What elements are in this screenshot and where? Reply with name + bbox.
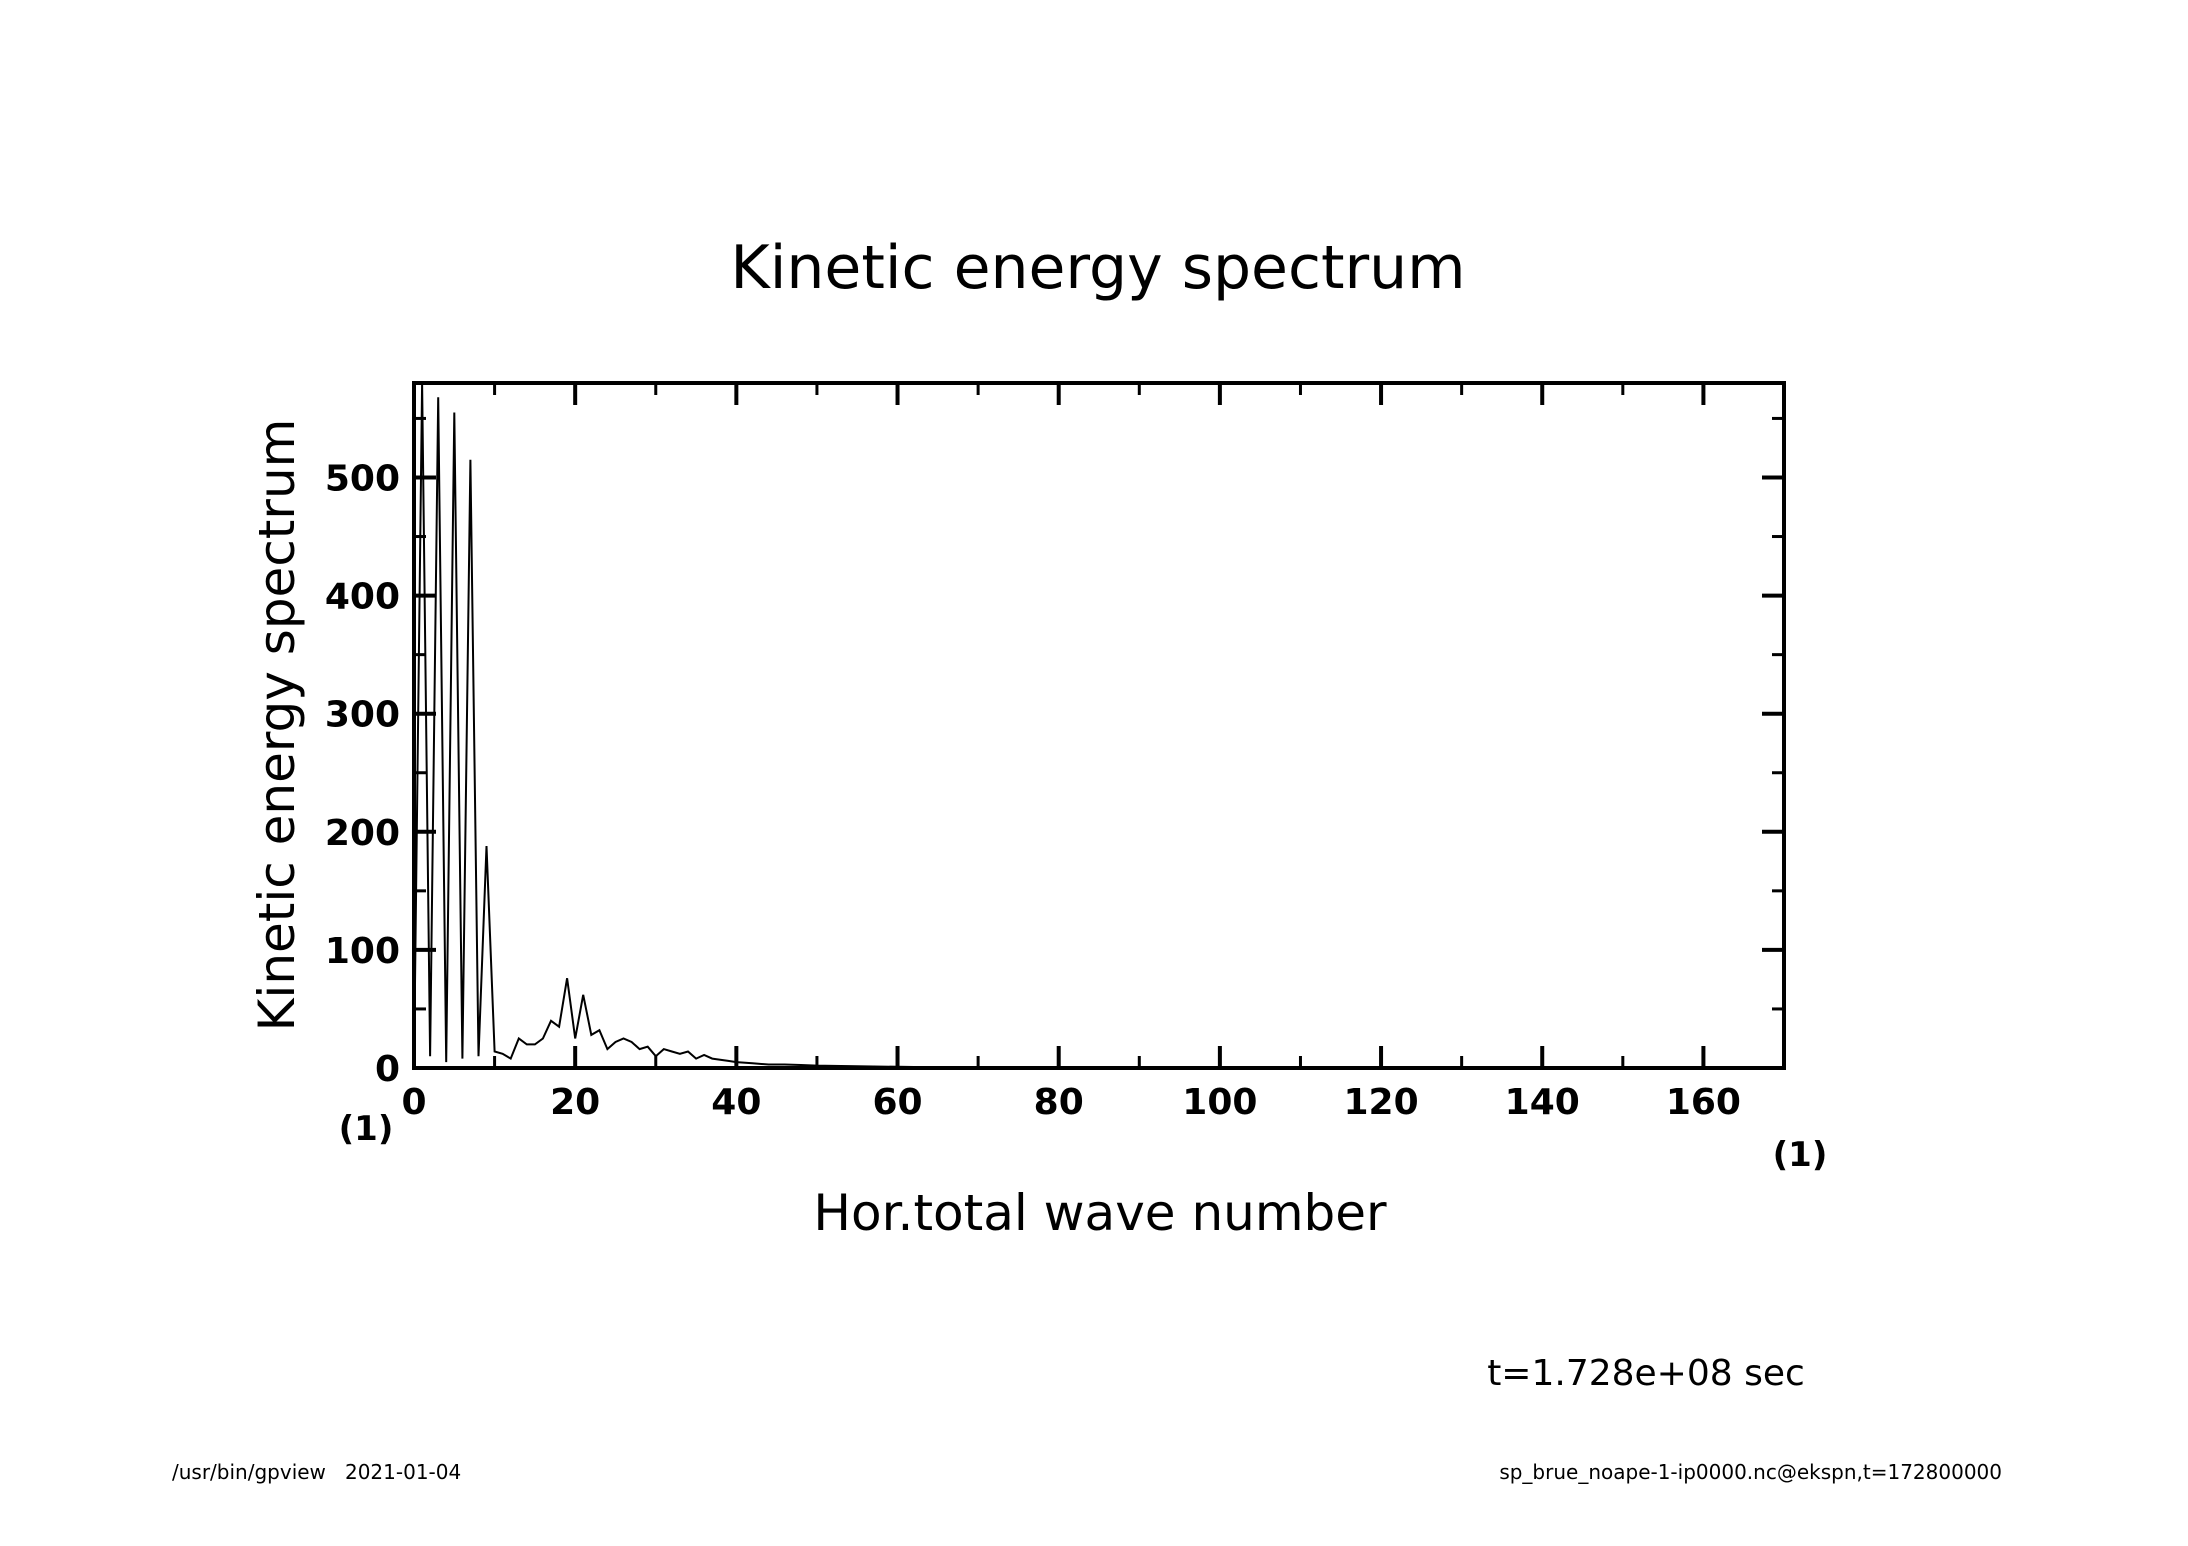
series-line: [413, 382, 1784, 1069]
x-unit-left: (1): [339, 1109, 394, 1149]
y-tick-label: 200: [325, 813, 400, 854]
y-tick-label: 0: [375, 1049, 400, 1090]
y-tick-label: 500: [325, 458, 400, 499]
x-tick-label: 60: [872, 1082, 922, 1123]
chart-title: Kinetic energy spectrum: [730, 233, 1465, 303]
x-axis-label: Hor.total wave number: [813, 1184, 1387, 1242]
y-tick-label: 300: [325, 695, 400, 736]
y-axis-label: Kinetic energy spectrum: [248, 419, 306, 1032]
y-tick-label: 100: [325, 931, 400, 972]
y-axis: 0 100 200 300 400 500: [325, 416, 1784, 1090]
plot-area: 0 20 40 60 80 100 120 140 160 0 100 200 300 400 500: [325, 381, 1786, 1123]
x-tick-label: 160: [1666, 1082, 1741, 1123]
x-axis: 0 20 40 60 80 100 120 140 160: [401, 383, 1741, 1123]
x-tick-label: 100: [1182, 1082, 1257, 1123]
x-tick-label: 140: [1505, 1082, 1580, 1123]
x-tick-label: 40: [711, 1082, 761, 1123]
x-tick-label: 120: [1343, 1082, 1418, 1123]
x-tick-label: 20: [550, 1082, 600, 1123]
y-tick-label: 400: [325, 577, 400, 618]
x-tick-label: 80: [1034, 1082, 1084, 1123]
footer-left: /usr/bin/gpview 2021-01-04: [172, 1460, 462, 1484]
footer-right: sp_brue_noape-1-ip0000.nc@ekspn,t=172800…: [1499, 1460, 2002, 1484]
x-unit-right: (1): [1773, 1135, 1828, 1175]
x-tick-label: 0: [401, 1082, 426, 1123]
time-annotation: t=1.728e+08 sec: [1487, 1353, 1805, 1394]
plot-frame: [412, 381, 1786, 1070]
